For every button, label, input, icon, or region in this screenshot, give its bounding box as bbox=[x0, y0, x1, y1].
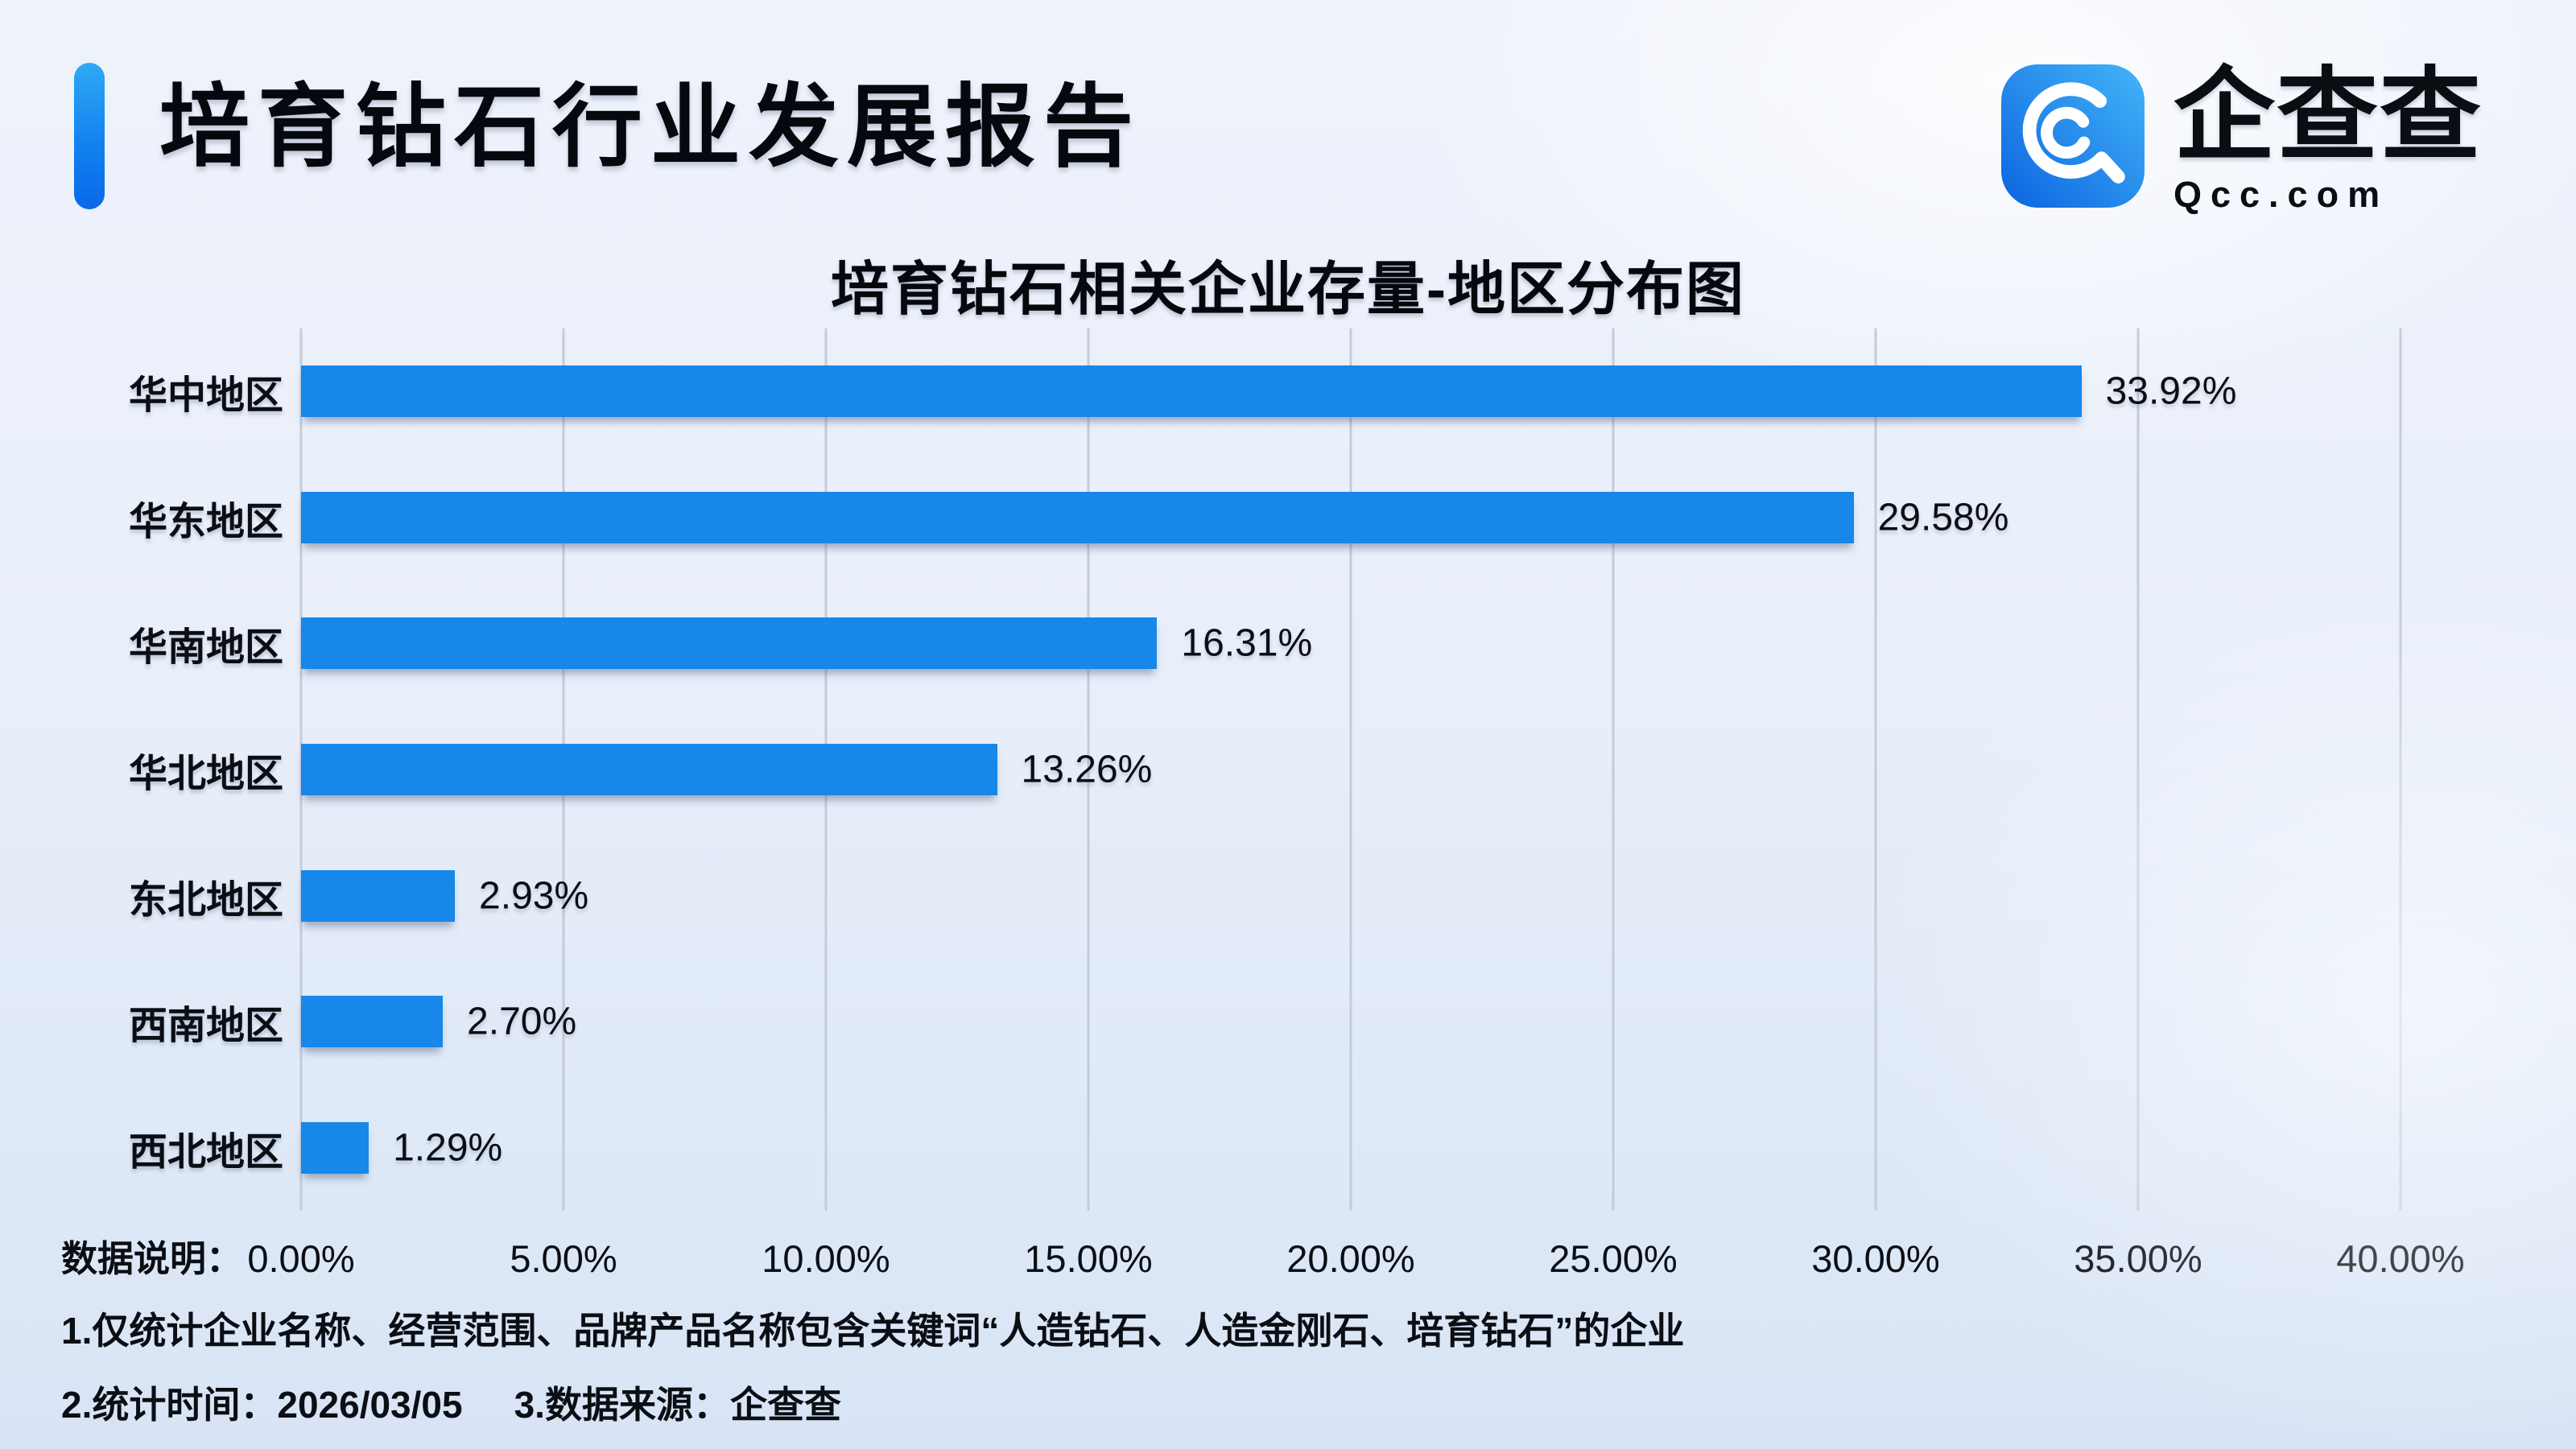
bar-chart-plot-area: 华中地区 33.92% 华东地区 29.58% 华南地区 16.31% 华北地区 13.26%… bbox=[129, 328, 2402, 1211]
x-tick-label: 5.00% bbox=[510, 1237, 617, 1280]
value-label: 1.29% bbox=[393, 1126, 503, 1170]
title-accent-bar bbox=[74, 63, 105, 209]
category-label: 华南地区 bbox=[128, 626, 283, 670]
gridline bbox=[1612, 328, 1615, 1211]
bar-rows: 华中地区 33.92% 华东地区 29.58% 华南地区 16.31% 华北地区 13.26%… bbox=[129, 328, 2401, 1211]
bar-row: 西南地区 2.70% bbox=[129, 959, 2401, 1085]
bar bbox=[301, 869, 456, 922]
gridline bbox=[1874, 328, 1877, 1211]
footnote-1: 1.仅统计企业名称、经营范围、品牌产品名称包含关键词“人造钻石、人造金刚石、培育… bbox=[61, 1310, 1685, 1352]
x-tick-label: 25.00% bbox=[1549, 1237, 1678, 1280]
bar-row: 东北地区 2.93% bbox=[129, 832, 2401, 959]
x-tick-label: 20.00% bbox=[1286, 1237, 1415, 1280]
value-label: 2.70% bbox=[467, 1000, 577, 1043]
value-label: 16.31% bbox=[1181, 621, 1313, 665]
category-label: 华东地区 bbox=[128, 500, 283, 543]
x-tick-label: 15.00% bbox=[1024, 1237, 1153, 1280]
gridline bbox=[2136, 328, 2140, 1211]
bar bbox=[301, 365, 2082, 418]
x-tick-label: 0.00% bbox=[247, 1237, 355, 1280]
x-axis: 0.00% 5.00% 10.00% 15.00% 20.00% 25.00% 30.00%… bbox=[247, 1233, 2464, 1285]
category-label: 华北地区 bbox=[128, 753, 283, 796]
bar-row: 华南地区 16.31% bbox=[129, 580, 2401, 707]
value-label: 29.58% bbox=[1877, 496, 2009, 539]
bar-row: 西北地区 1.29% bbox=[129, 1084, 2401, 1211]
bar bbox=[301, 996, 444, 1048]
bar bbox=[301, 744, 997, 796]
footnote-row-2: 2.统计时间：2026/03/05 3.数据来源：企查查 bbox=[61, 1380, 841, 1430]
bar-row: 华东地区 29.58% bbox=[129, 455, 2401, 581]
bar-row: 华北地区 13.26% bbox=[129, 707, 2401, 833]
x-tick-label: 35.00% bbox=[2074, 1237, 2202, 1280]
qcc-logo: 企查查 Qcc.com bbox=[2001, 64, 2483, 216]
gridline bbox=[2399, 328, 2402, 1211]
gridline bbox=[1087, 328, 1090, 1211]
footnote-2: 2.统计时间：2026/03/05 bbox=[61, 1384, 463, 1426]
footnote-3: 3.数据来源：企查查 bbox=[514, 1384, 841, 1426]
value-label: 2.93% bbox=[479, 874, 589, 918]
value-label: 13.26% bbox=[1021, 748, 1153, 791]
brand-name: 企查查 bbox=[2174, 59, 2483, 172]
gridline bbox=[1349, 328, 1352, 1211]
x-tick-label: 10.00% bbox=[762, 1237, 890, 1280]
page-title: 培育钻石行业发展报告 bbox=[159, 76, 1141, 177]
chart-title: 培育钻石相关企业存量-地区分布图 bbox=[831, 258, 1745, 322]
x-tick-label: 30.00% bbox=[1811, 1237, 1940, 1280]
bar bbox=[301, 617, 1158, 670]
brand-domain: Qcc.com bbox=[2174, 174, 2389, 215]
category-label: 东北地区 bbox=[128, 878, 283, 922]
data-note-label: 数据说明： bbox=[61, 1238, 243, 1279]
x-tick-label: 40.00% bbox=[2336, 1237, 2465, 1280]
qcc-magnifier-icon bbox=[2001, 64, 2145, 208]
bar-row: 华中地区 33.92% bbox=[129, 328, 2401, 455]
category-label: 西北地区 bbox=[128, 1130, 283, 1174]
bar bbox=[301, 491, 1854, 543]
brand-text: 企查查 Qcc.com bbox=[2174, 64, 2483, 216]
category-label: 华中地区 bbox=[128, 374, 283, 418]
category-label: 西南地区 bbox=[128, 1005, 283, 1048]
value-label: 33.92% bbox=[2105, 369, 2237, 413]
bar bbox=[301, 1121, 369, 1174]
